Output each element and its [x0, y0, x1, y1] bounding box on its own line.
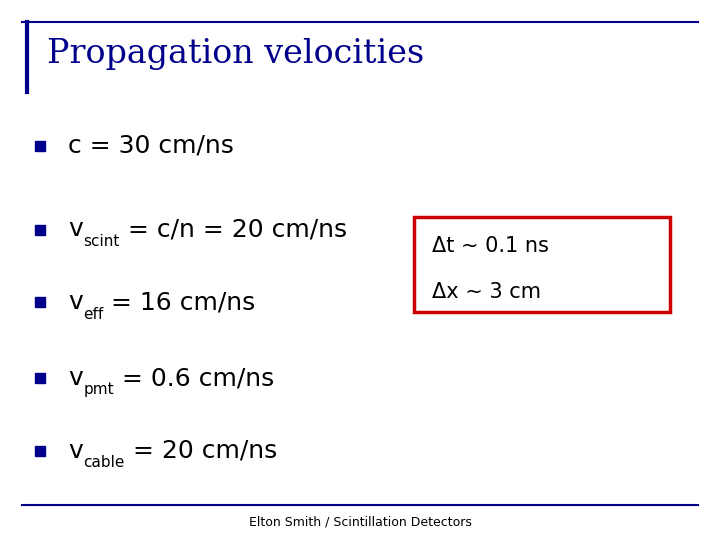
Text: v: v	[68, 218, 83, 241]
Text: Elton Smith / Scintillation Detectors: Elton Smith / Scintillation Detectors	[248, 516, 472, 529]
Text: scint: scint	[83, 234, 120, 249]
Text: = c/n = 20 cm/ns: = c/n = 20 cm/ns	[120, 218, 346, 241]
Text: c = 30 cm/ns: c = 30 cm/ns	[68, 134, 234, 158]
Text: eff: eff	[83, 307, 104, 322]
Text: = 20 cm/ns: = 20 cm/ns	[125, 439, 276, 463]
Text: v: v	[68, 366, 83, 390]
Text: = 0.6 cm/ns: = 0.6 cm/ns	[114, 366, 274, 390]
Text: Δx ~ 3 cm: Δx ~ 3 cm	[432, 281, 541, 302]
Text: v: v	[68, 439, 83, 463]
Bar	[414, 217, 670, 312]
Text: Δt ~ 0.1 ns: Δt ~ 0.1 ns	[432, 235, 549, 256]
Text: Propagation velocities: Propagation velocities	[47, 38, 424, 70]
Text: pmt: pmt	[83, 382, 114, 397]
Text: cable: cable	[83, 455, 125, 470]
Text: v: v	[68, 291, 83, 314]
Text: = 16 cm/ns: = 16 cm/ns	[104, 291, 256, 314]
